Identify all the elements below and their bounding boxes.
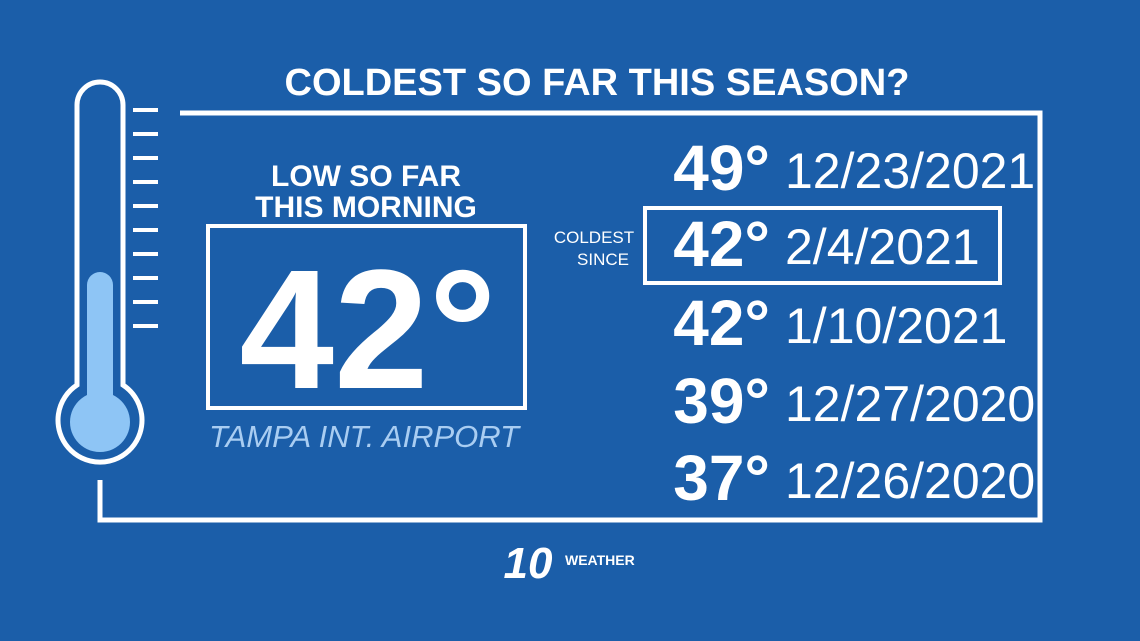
callout: COLDEST	[554, 228, 634, 247]
record-date: 2/4/2021	[785, 219, 980, 275]
current-label: LOW SO FAR	[271, 160, 461, 193]
record-date: 12/26/2020	[785, 453, 1035, 509]
record-date: 1/10/2021	[785, 298, 1007, 354]
logo: 10 WEATHER	[504, 539, 635, 588]
highlight-box	[643, 206, 1002, 285]
record-date: 12/27/2020	[785, 376, 1035, 432]
thermometer	[55, 79, 158, 465]
logo-number: 10	[504, 539, 553, 588]
callout: SINCE	[577, 250, 629, 269]
current-temperature: 42°	[239, 235, 496, 425]
thermometer-outline	[55, 79, 145, 465]
record-temperature: 39°	[673, 365, 770, 437]
record-temperature: 37°	[673, 442, 770, 514]
record-date: 12/23/2021	[785, 143, 1035, 199]
logo-text: WEATHER	[565, 552, 635, 568]
current-label: THIS MORNING	[255, 191, 477, 224]
record-temperature: 42°	[673, 208, 770, 280]
thermometer-fill	[70, 272, 130, 453]
title: COLDEST SO FAR THIS SEASON?	[285, 62, 910, 104]
thermometer-ticks	[133, 108, 158, 328]
records: 49° 12/23/2021 42° 2/4/2021 42° 1/10/2021 39° 1…	[643, 132, 1035, 514]
record-temperature: 49°	[673, 132, 770, 204]
record-temperature: 42°	[673, 287, 770, 359]
frame	[97, 110, 1043, 523]
current-box	[206, 224, 527, 410]
location: TAMPA INT. AIRPORT	[209, 419, 521, 454]
